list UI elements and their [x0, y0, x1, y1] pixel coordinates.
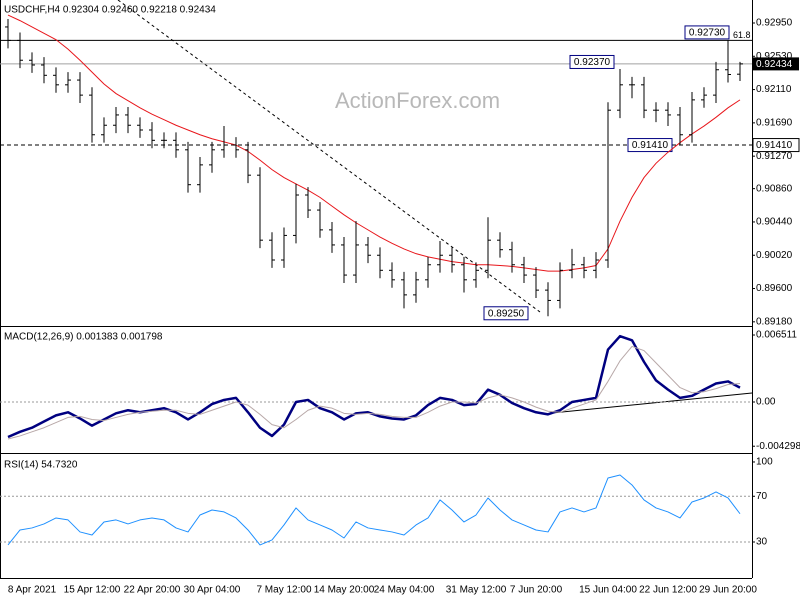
y-tick-label: 0.92110: [756, 84, 792, 95]
axis-current-label: 0.92434: [756, 59, 793, 70]
price-label: 0.92730: [689, 28, 726, 39]
x-tick-label: 22 Jun 12:00: [639, 585, 697, 596]
x-tick-label: 22 Apr 20:00: [124, 585, 181, 596]
price-label-box: [684, 25, 730, 40]
axis-current-box: [753, 57, 799, 71]
axis-price-label: 0.91410: [756, 140, 793, 151]
y-tick-label: -0.004298: [756, 441, 800, 452]
x-tick-label: 14 May 20:00: [314, 585, 375, 596]
panel-title: MACD(12,26,9) 0.001383 0.001798: [4, 332, 163, 343]
price-label: 0.92370: [574, 57, 611, 68]
y-tick-label: 0.92950: [756, 18, 793, 29]
price-label-box: [483, 306, 529, 321]
y-tick-label: 0.89180: [756, 316, 793, 327]
price-label-box: [569, 54, 615, 69]
x-tick-label: 24 May 04:00: [374, 585, 435, 596]
x-tick-label: 29 Jun 20:00: [699, 585, 757, 596]
moving-average: [7, 14, 741, 272]
price-label-box: [627, 138, 673, 153]
x-tick-label: 31 May 12:00: [446, 585, 507, 596]
panel-title: RSI(14) 54.7320: [4, 460, 78, 471]
price-label: 0.91410: [632, 140, 669, 151]
x-tick-label: 30 Apr 04:00: [184, 585, 241, 596]
indicator-line: [7, 334, 741, 439]
panel-title: USDCHF,H4 0.92304 0.92460 0.92218 0.9243…: [4, 5, 216, 16]
indicator-line: [7, 345, 741, 440]
y-tick-label: 100: [756, 457, 773, 468]
fib-label: 61.8: [733, 30, 751, 40]
y-tick-label: 30: [756, 537, 768, 548]
y-tick-label: 0.00: [756, 397, 776, 408]
y-tick-label: 0.91270: [756, 151, 793, 162]
y-tick-label: 0.89600: [756, 283, 793, 294]
y-tick-label: 0.91690: [756, 118, 793, 129]
y-tick-label: 0.006511: [756, 330, 797, 341]
price-label: 0.89250: [488, 308, 525, 319]
macd-trend-line: [551, 392, 753, 414]
x-tick-label: 7 Jun 20:00: [510, 585, 563, 596]
y-tick-label: 0.90860: [756, 183, 793, 194]
y-tick-label: 0.90440: [756, 217, 793, 228]
watermark: ActionForex.com: [335, 88, 500, 113]
x-tick-label: 8 Apr 2021: [8, 585, 57, 596]
y-tick-label: 0.90020: [756, 250, 793, 261]
indicator-line: [7, 474, 741, 546]
x-tick-label: 7 May 12:00: [256, 585, 311, 596]
y-tick-label: 70: [756, 491, 768, 502]
x-tick-label: 15 Jun 04:00: [579, 585, 637, 596]
y-tick-label: 0.92530: [756, 51, 793, 62]
x-tick-label: 15 Apr 12:00: [64, 585, 121, 596]
axis-price-box: [752, 138, 800, 153]
